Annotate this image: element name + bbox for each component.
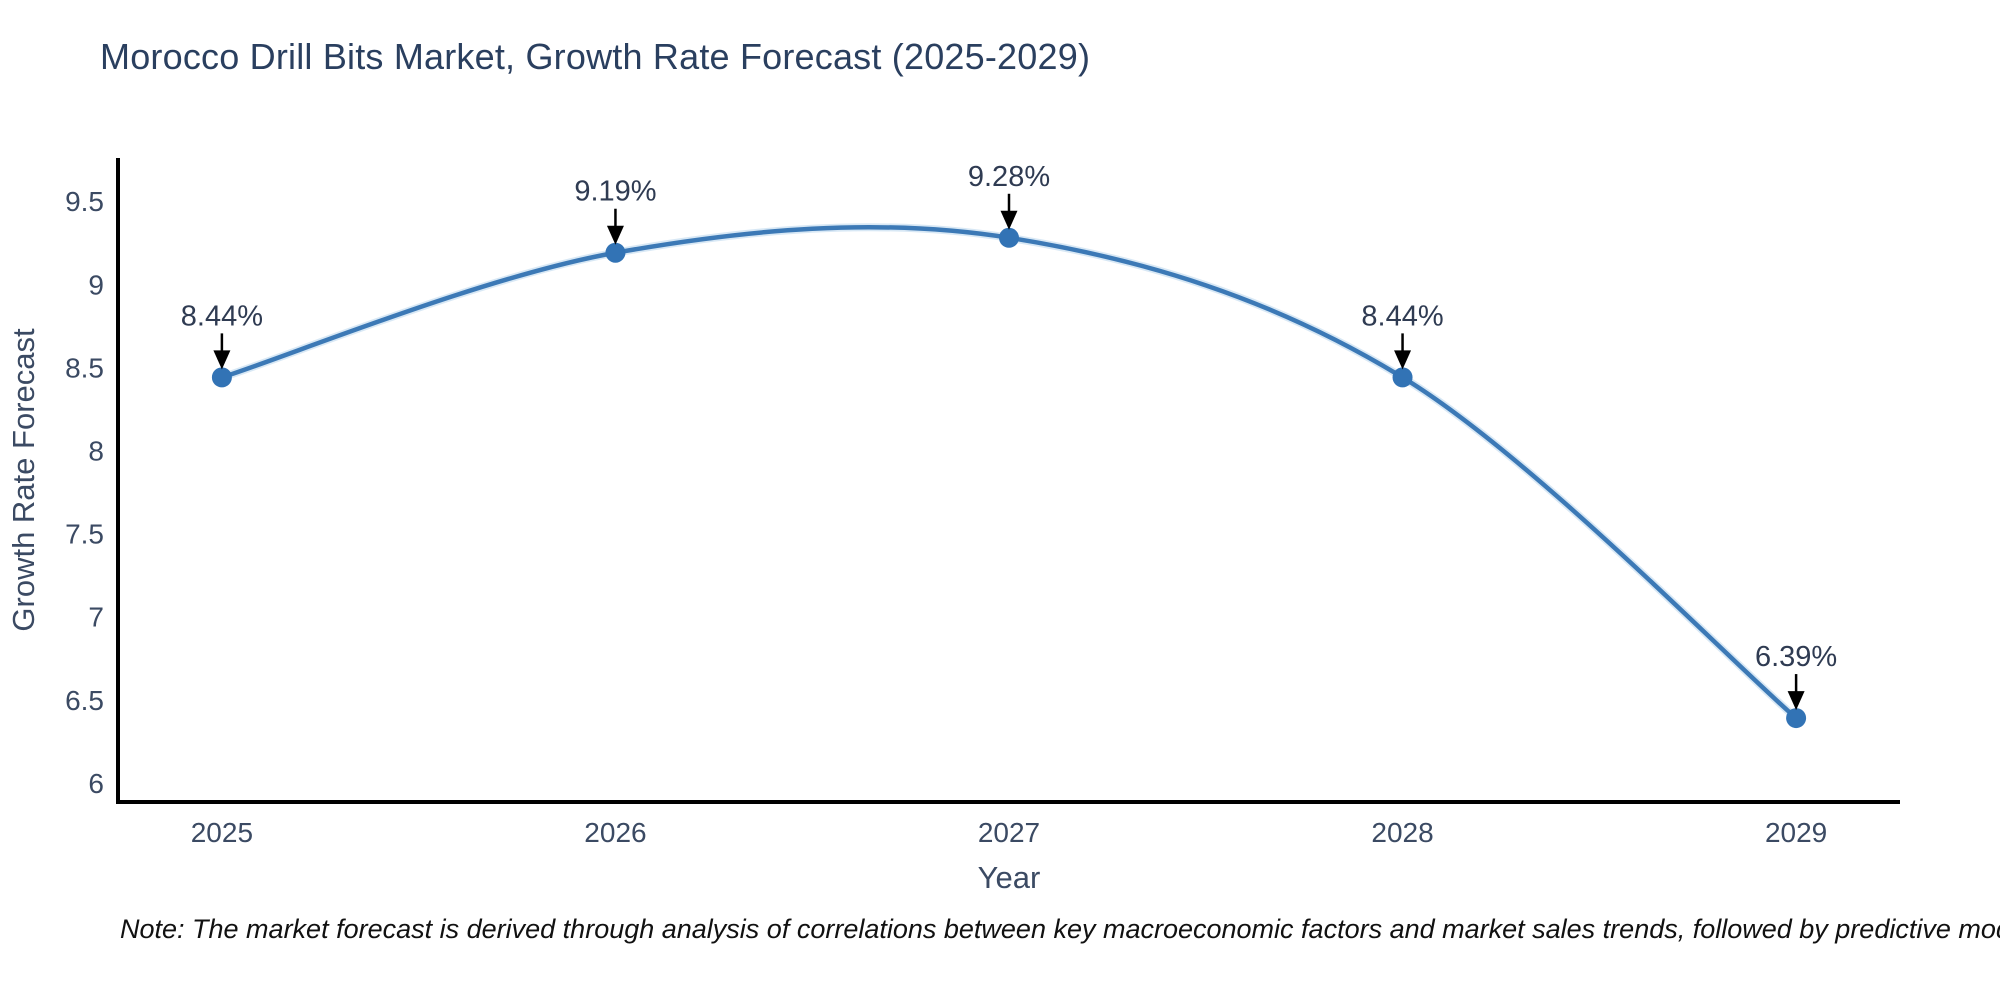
x-tick-label: 2029	[1765, 817, 1827, 848]
x-tick-label: 2026	[584, 817, 646, 848]
data-point-2028[interactable]	[1392, 367, 1413, 388]
point-annotation-label: 9.19%	[574, 176, 656, 208]
x-axis-title: Year	[978, 860, 1041, 895]
y-tick-label: 8.5	[65, 352, 104, 383]
annotation-arrowhead-icon	[1000, 210, 1018, 230]
forecast-line-halo	[217, 223, 1801, 723]
x-tick-label: 2027	[978, 817, 1040, 848]
annotation-arrowhead-icon	[1394, 350, 1412, 370]
y-tick-label: 9.5	[65, 186, 104, 217]
x-tick-label: 2028	[1371, 817, 1433, 848]
data-point-2027[interactable]	[999, 227, 1019, 248]
annotation-arrowhead-icon	[1787, 691, 1805, 711]
point-annotation-label: 8.44%	[1361, 300, 1443, 332]
data-point-2025[interactable]	[211, 367, 232, 388]
forecast-methodology-note: Note: The market forecast is derived thr…	[120, 914, 2000, 944]
y-tick-label: 8	[88, 436, 104, 467]
point-annotation-label: 9.28%	[968, 161, 1050, 193]
y-tick-label: 6.5	[65, 685, 104, 716]
annotation-arrowhead-icon	[606, 225, 624, 245]
y-tick-label: 6	[88, 768, 104, 799]
data-point-2026[interactable]	[605, 242, 626, 263]
point-annotation-label: 8.44%	[181, 300, 263, 332]
point-annotation-label: 6.39%	[1755, 641, 1837, 673]
y-axis-title: Growth Rate Forecast	[6, 328, 41, 632]
y-tick-label: 9	[88, 269, 104, 300]
x-tick-label: 2025	[191, 817, 253, 848]
annotation-arrowhead-icon	[213, 350, 231, 370]
data-point-2029[interactable]	[1786, 708, 1807, 729]
chart-title: Morocco Drill Bits Market, Growth Rate F…	[100, 36, 1091, 77]
y-tick-label: 7.5	[65, 519, 104, 550]
forecast-line	[219, 224, 1799, 721]
y-tick-label: 7	[88, 602, 104, 633]
